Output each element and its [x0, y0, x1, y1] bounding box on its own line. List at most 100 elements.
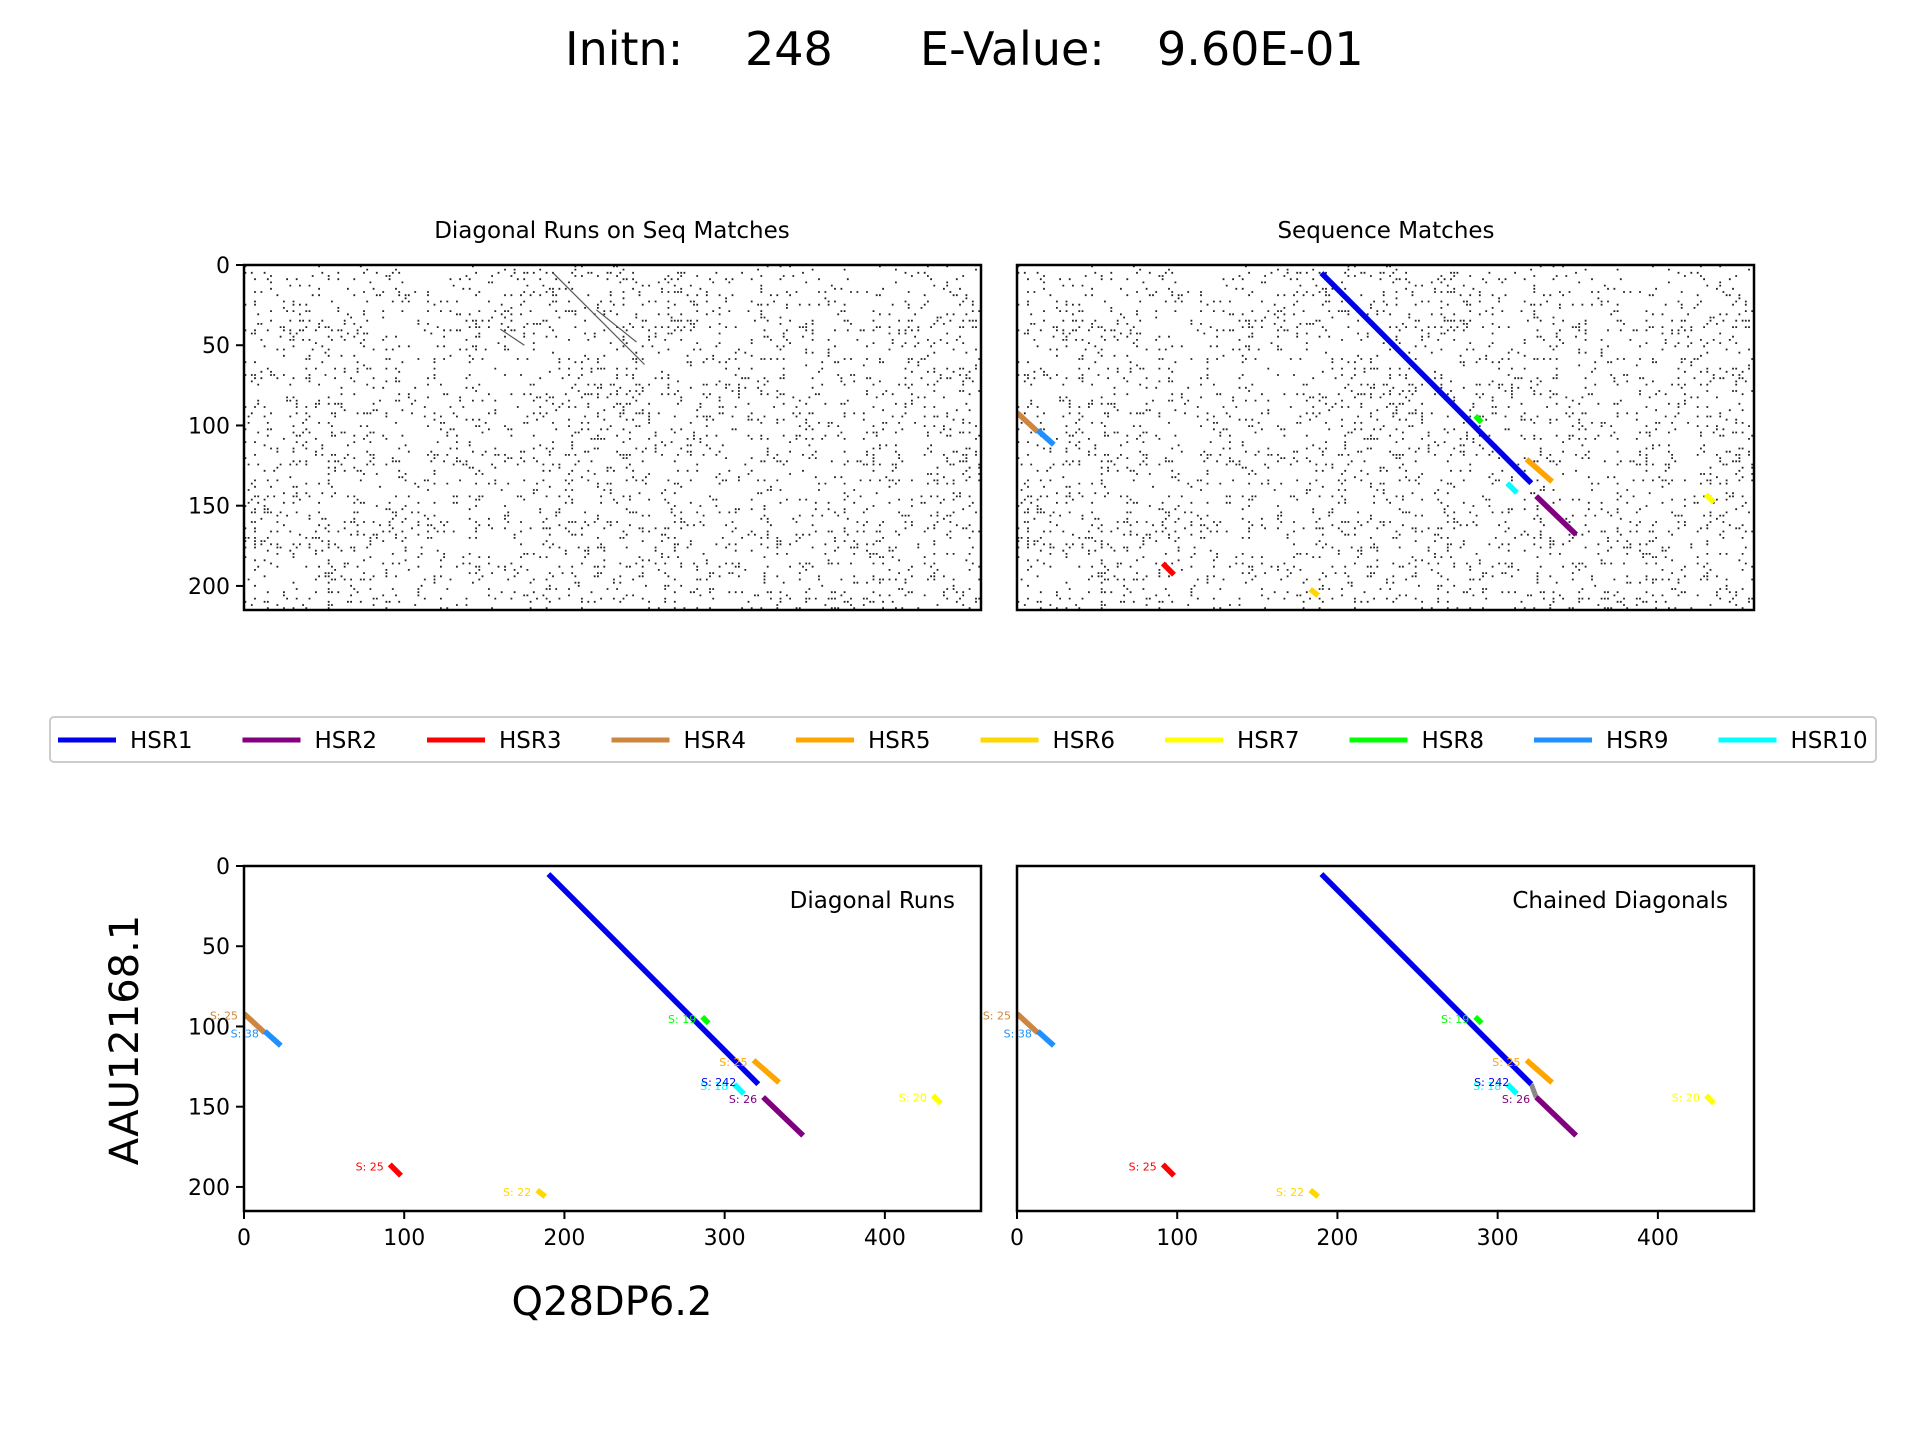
segment-label-hsr2: S: 26: [1502, 1093, 1530, 1106]
segment-hsr6: [1308, 586, 1320, 598]
panel4-frame: [1015, 864, 1756, 1213]
segment-hsr2: [1534, 1095, 1579, 1138]
segment-label-hsr5: S: 25: [1492, 1056, 1520, 1069]
initn-value: 248: [745, 22, 833, 76]
legend-label-hsr10: HSR10: [1791, 728, 1868, 754]
segment-label-hsr6: S: 22: [503, 1186, 531, 1199]
segment-label-hsr6: S: 22: [1276, 1186, 1304, 1199]
segment-hsr9: [262, 1029, 283, 1048]
panel1-title: Diagonal Runs on Seq Matches: [434, 218, 790, 244]
evalue-label: E-Value:: [920, 22, 1105, 76]
xtick-label: 400: [864, 1226, 906, 1251]
segment-hsr2: [1534, 494, 1579, 537]
segment-label-hsr3: S: 25: [1129, 1160, 1157, 1173]
panel3-annotation: Diagonal Runs: [790, 888, 955, 914]
ytick-label: 150: [188, 495, 230, 520]
segment-hsr4: [1017, 410, 1040, 434]
ytick-label: 200: [188, 1176, 230, 1201]
segment-label-hsr2: S: 26: [729, 1093, 757, 1106]
segment-hsr8: [1473, 1014, 1484, 1026]
legend-label-hsr3: HSR3: [499, 728, 562, 754]
segment-hsr3: [1160, 1162, 1176, 1178]
segment-label-hsr5: S: 25: [719, 1056, 747, 1069]
panel2-frame: [1015, 263, 1756, 612]
legend-label-hsr1: HSR1: [130, 728, 193, 754]
x-axis-title: Q28DP6.2: [512, 1279, 713, 1325]
panel1-faint-runs: [500, 272, 645, 365]
segment-label-hsr10: S: 18: [1473, 1080, 1501, 1093]
segment-hsr1: [1319, 271, 1534, 486]
segment-hsr7: [1703, 492, 1716, 505]
segment-hsr3: [1160, 561, 1176, 577]
segment-label-hsr8: S: 19: [1441, 1013, 1469, 1026]
xtick-label: 200: [1316, 1226, 1358, 1251]
xtick-label: 100: [1156, 1226, 1198, 1251]
segment-hsr7: [930, 1093, 943, 1106]
segment-hsr5: [1524, 457, 1554, 484]
faint-run-3: [500, 328, 525, 346]
ytick-label: 150: [188, 1096, 230, 1121]
segment-hsr5: [751, 1058, 781, 1085]
segment-hsr8: [700, 1014, 711, 1026]
segment-label-hsr9: S: 38: [231, 1027, 259, 1040]
legend-label-hsr5: HSR5: [868, 728, 931, 754]
ytick-label: 0: [216, 855, 230, 880]
panel3-frame: [242, 864, 983, 1213]
segment-label-hsr3: S: 25: [356, 1160, 384, 1173]
xtick-label: 300: [704, 1226, 746, 1251]
legend-label-hsr9: HSR9: [1606, 728, 1669, 754]
segment-label-hsr7: S: 20: [899, 1091, 927, 1104]
ytick-label: 50: [202, 334, 230, 359]
panel4-annotation: Chained Diagonals: [1512, 888, 1728, 914]
xtick-label: 200: [543, 1226, 585, 1251]
segment-label-hsr1: S: 242: [1474, 1076, 1509, 1089]
legend-label-hsr4: HSR4: [684, 728, 747, 754]
segment-hsr3: [387, 1162, 403, 1178]
legend: HSR1 HSR2 HSR3 HSR4 HSR5 HSR6 HSR7 HSR8 HSR9 HSR1…: [58, 728, 1868, 754]
faint-run-2: [596, 309, 637, 343]
segment-hsr2: [761, 1095, 806, 1138]
segment-hsr9: [1035, 428, 1056, 447]
segment-hsr1: [1319, 872, 1534, 1087]
segment-hsr9: [1035, 1029, 1056, 1048]
panel2-hsr-segments: [1017, 271, 1716, 598]
segment-hsr6: [535, 1187, 547, 1199]
segment-hsr10: [732, 1082, 746, 1096]
segment-hsr1: [546, 872, 761, 1087]
evalue-value: 9.60E-01: [1157, 22, 1364, 76]
segment-label-hsr4: S: 25: [983, 1010, 1011, 1023]
chain-link-1: [1528, 1083, 1539, 1098]
axis-ticks: 0 50 100 150 200 0 50 100 150 200 0 100 200 300 400 0 10…: [188, 254, 1679, 1251]
match-dots: [1017, 265, 1754, 610]
segment-label-hsr8: S: 19: [668, 1013, 696, 1026]
legend-box: [49, 716, 1877, 763]
xtick-label: 0: [237, 1226, 251, 1251]
legend-label-hsr6: HSR6: [1053, 728, 1116, 754]
segment-hsr10: [1505, 1082, 1519, 1096]
xtick-label: 400: [1637, 1226, 1679, 1251]
ytick-label: 50: [202, 935, 230, 960]
match-dots: [244, 265, 981, 610]
segment-label-hsr10: S: 18: [700, 1080, 728, 1093]
ytick-label: 0: [216, 254, 230, 279]
ytick-label: 100: [188, 1015, 230, 1040]
ytick-label: 200: [188, 575, 230, 600]
segment-hsr10: [1505, 481, 1519, 495]
ytick-label: 100: [188, 414, 230, 439]
panel2-dotplot: [1017, 265, 1754, 610]
segment-hsr6: [1308, 1187, 1320, 1199]
segment-label-hsr4: S: 25: [210, 1010, 238, 1023]
panel1-frame: [242, 263, 983, 612]
segment-hsr7: [1703, 1093, 1716, 1106]
panel2-title: Sequence Matches: [1277, 218, 1494, 244]
segment-label-hsr1: S: 242: [701, 1076, 736, 1089]
segment-hsr8: [1473, 413, 1484, 425]
initn-label: Initn:: [565, 22, 683, 76]
xtick-label: 0: [1010, 1226, 1024, 1251]
y-axis-title: AAU12168.1: [102, 915, 148, 1166]
segment-label-hsr9: S: 38: [1004, 1027, 1032, 1040]
panel1-dotplot: [244, 265, 981, 610]
faint-run-1: [552, 272, 645, 365]
panel3-hsr-segments: [244, 872, 943, 1199]
